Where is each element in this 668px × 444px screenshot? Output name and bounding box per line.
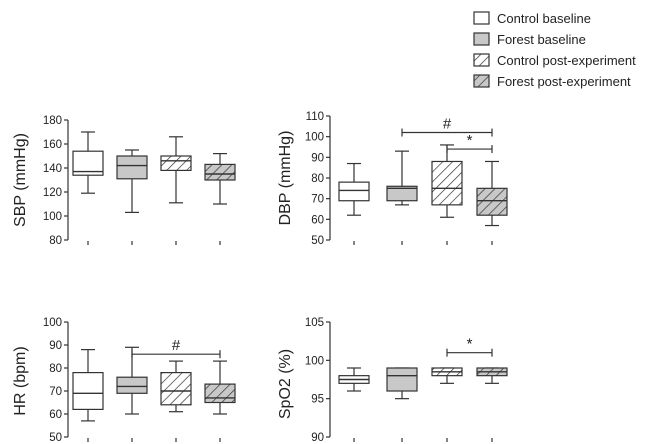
significance-marker: #	[172, 337, 181, 354]
significance-bracket: #	[131, 337, 221, 359]
y-tick-label: 60	[311, 214, 324, 226]
box-iqr	[72, 372, 104, 411]
box-0	[338, 367, 370, 392]
legend: Control baseline Forest baseline Control p…	[473, 11, 636, 89]
legend-label: Forest post-experiment	[497, 74, 631, 89]
y-tick-label: 70	[49, 386, 62, 398]
y-tick-label: 100	[305, 132, 324, 144]
box-2	[160, 360, 192, 413]
box-iqr	[204, 383, 236, 404]
y-axis-label: HR (bpm)	[12, 346, 29, 415]
y-tick-label: 110	[306, 111, 324, 123]
legend-swatch	[473, 11, 490, 25]
panel-2: 50 60 70 80 90 100 HR (bpm) #	[12, 317, 236, 444]
y-tick-label: 95	[311, 394, 324, 406]
significance-marker: *	[467, 336, 473, 353]
box-0	[72, 131, 104, 194]
y-tick-label: 50	[49, 432, 62, 444]
box-1	[116, 149, 148, 213]
box-1	[116, 346, 148, 415]
legend-label: Control post-experiment	[497, 53, 636, 68]
y-tick-label: 160	[43, 139, 62, 151]
significance-marker: #	[443, 116, 452, 133]
box-iqr	[204, 163, 236, 181]
y-tick-label: 100	[305, 355, 324, 367]
significance-marker: *	[467, 132, 473, 149]
box-1	[386, 150, 418, 206]
box-0	[338, 162, 370, 216]
box-iqr	[386, 367, 418, 392]
box-1	[386, 367, 418, 400]
y-tick-label: 120	[43, 187, 62, 199]
significance-bracket: *	[446, 132, 493, 154]
box-iqr	[160, 155, 192, 171]
y-tick-label: 100	[43, 317, 62, 329]
box-2	[431, 144, 463, 218]
y-axis-label: SBP (mmHg)	[12, 133, 29, 227]
y-tick-label: 90	[311, 432, 324, 444]
panel-3: 90 95 100 105 SpO2 (%) *	[277, 317, 508, 444]
y-tick-label: 105	[305, 317, 324, 329]
y-tick-label: 60	[49, 409, 62, 421]
y-tick-label: 90	[49, 340, 62, 352]
y-axis-label: SpO2 (%)	[277, 349, 294, 419]
y-tick-label: 100	[43, 211, 62, 223]
box-iqr	[386, 185, 418, 202]
y-tick-label: 80	[49, 235, 62, 247]
panel-0: 80 100 120 140 160 180 SBP (mmHg)	[12, 115, 236, 247]
y-tick-label: 80	[49, 363, 62, 375]
box-iqr	[476, 187, 508, 216]
legend-swatch	[473, 53, 490, 67]
significance-bracket: *	[446, 336, 493, 357]
box-2	[431, 367, 463, 384]
y-tick-label: 140	[43, 163, 62, 175]
y-axis-label: DBP (mmHg)	[277, 131, 294, 226]
box-3	[204, 360, 236, 415]
panel-1: 50 60 70 80 90 100 110 DBP (mmHg) # *	[277, 111, 508, 247]
box-3	[204, 153, 236, 205]
box-iqr	[431, 160, 463, 206]
legend-label: Control baseline	[497, 11, 591, 26]
box-0	[72, 349, 104, 422]
significance-bracket: #	[401, 116, 493, 137]
box-iqr	[160, 372, 192, 406]
y-tick-label: 90	[311, 152, 324, 164]
chart-panels: 80 100 120 140 160 180 SBP (mmHg) 50 60 70 80 90 100…	[12, 111, 508, 444]
y-tick-label: 50	[311, 235, 324, 247]
y-tick-label: 70	[311, 194, 324, 206]
box-iqr	[338, 181, 370, 202]
legend-label: Forest baseline	[497, 32, 586, 47]
box-3	[476, 367, 508, 384]
legend-swatch	[473, 32, 490, 46]
legend-swatch	[473, 74, 490, 88]
box-2	[160, 136, 192, 204]
box-3	[476, 160, 508, 227]
box-iqr	[116, 376, 148, 394]
y-tick-label: 180	[43, 115, 62, 127]
y-tick-label: 80	[311, 173, 324, 185]
box-iqr	[116, 155, 148, 180]
